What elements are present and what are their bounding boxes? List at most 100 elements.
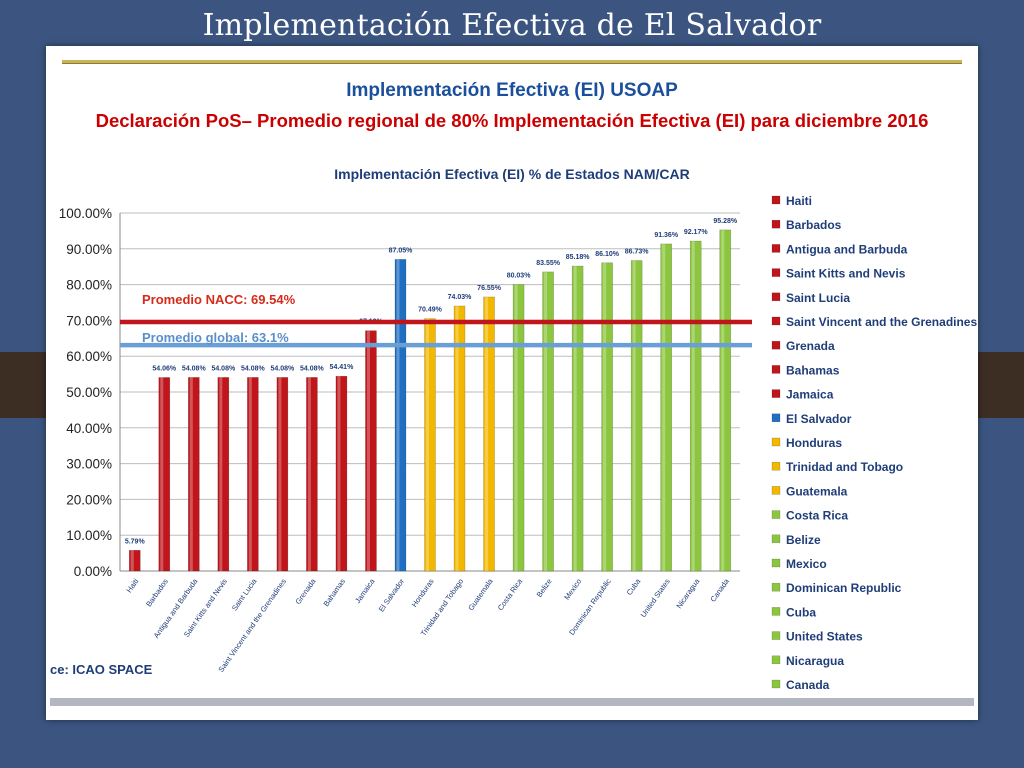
bar	[571, 265, 584, 572]
bar-highlight	[160, 377, 164, 571]
y-tick-label: 10.00%	[66, 528, 112, 543]
legend-entry: Grenada	[786, 339, 835, 353]
legend-swatch	[771, 389, 781, 398]
bar-highlight	[485, 296, 489, 571]
x-tick-label: Jamaica	[353, 576, 377, 605]
data-label: 70.49%	[418, 307, 443, 314]
bar-highlight	[573, 266, 577, 571]
legend-swatch	[771, 244, 781, 253]
data-label: 91.36%	[654, 232, 679, 239]
slide-title: Implementación Efectiva de El Salvador	[202, 8, 822, 43]
legend-swatch	[771, 534, 781, 544]
bar-highlight	[130, 550, 134, 571]
reference-line-label: Promedio NACC: 69.54%	[142, 292, 296, 307]
bar	[188, 377, 200, 572]
bar-highlight	[219, 377, 223, 571]
legend-swatch	[771, 558, 781, 568]
legend-entry: Saint Vincent and the Grenadines	[786, 315, 977, 329]
data-label: 76.55%	[477, 285, 502, 292]
data-label: 54.08%	[271, 365, 296, 372]
legend-swatch	[771, 195, 781, 205]
x-tick-label: Honduras	[410, 577, 436, 609]
legend-entry: Belize	[786, 533, 821, 547]
data-label: 80.03%	[507, 272, 532, 279]
legend-swatch	[771, 413, 781, 423]
legend-entry: Dominican Republic	[786, 581, 902, 595]
legend-entry: Saint Lucia	[786, 291, 850, 305]
x-tick-label: El Salvador	[377, 577, 407, 614]
bar	[128, 549, 141, 572]
legend-swatch	[771, 631, 781, 640]
legend-entry: Honduras	[786, 436, 842, 450]
bar	[453, 305, 466, 572]
bar	[306, 377, 318, 572]
chart-subtitle: Declaración PoS– Promedio regional de 80…	[95, 110, 929, 131]
legend-swatch	[771, 510, 781, 519]
bar-highlight	[603, 262, 607, 571]
legend-swatch	[771, 655, 781, 665]
y-tick-label: 90.00%	[66, 242, 112, 257]
legend-entry: Bahamas	[786, 363, 840, 377]
x-tick-label: Canada	[708, 576, 731, 603]
legend-swatch	[771, 292, 781, 302]
data-label: 74.03%	[448, 294, 473, 301]
data-label: 86.73%	[625, 249, 650, 256]
data-label: 5.79%	[125, 538, 146, 545]
data-label: 83.55%	[536, 260, 561, 267]
data-label: 85.18%	[566, 254, 591, 261]
bar	[689, 240, 702, 572]
x-tick-label: Haiti	[124, 577, 140, 595]
x-tick-label: Saint Vincent and the Grenadines	[216, 577, 288, 674]
x-tick-label: Grenada	[293, 576, 318, 606]
y-tick-label: 100.00%	[59, 206, 112, 221]
bar-highlight	[189, 377, 193, 571]
legend-entry: Guatemala	[786, 484, 848, 498]
legend-swatch	[771, 437, 781, 447]
x-tick-label: Cuba	[625, 576, 643, 597]
bar	[630, 260, 643, 572]
panel-divider	[62, 60, 962, 64]
bar-highlight	[662, 243, 666, 571]
bar-highlight	[632, 260, 636, 571]
legend-entry: Trinidad and Tobago	[786, 460, 903, 474]
legend-swatch	[771, 607, 781, 616]
y-tick-label: 0.00%	[74, 564, 112, 579]
data-label: 54.08%	[211, 365, 236, 372]
decorative-band-right	[976, 352, 1024, 418]
reference-line-label: Promedio global: 63.1%	[142, 330, 289, 345]
bar	[158, 377, 171, 572]
legend-entry: Antigua and Barbuda	[786, 242, 908, 256]
bar-highlight	[278, 377, 282, 571]
bar-highlight	[426, 318, 429, 571]
legend-swatch	[771, 340, 781, 350]
bar	[424, 318, 436, 572]
legend-entry: Cuba	[786, 605, 816, 619]
source-note: ce: ICAO SPACE	[50, 662, 153, 677]
legend-entry: Nicaragua	[786, 654, 844, 668]
legend-swatch	[771, 365, 781, 374]
chart-title: Implementación Efectiva (EI) USOAP	[346, 80, 678, 101]
legend-swatch	[771, 461, 781, 471]
legend-swatch	[771, 268, 781, 277]
data-label: 54.08%	[300, 365, 325, 372]
data-label: 54.08%	[241, 365, 266, 372]
bar	[335, 375, 348, 572]
plot-title: Implementación Efectiva (EI) % de Estado…	[334, 166, 690, 182]
legend-swatch	[771, 679, 781, 689]
bar-highlight	[396, 259, 400, 571]
legend-swatch	[771, 316, 781, 326]
bar	[512, 284, 525, 572]
legend-entry: Mexico	[786, 557, 827, 571]
legend-swatch	[771, 486, 781, 495]
bar	[660, 243, 672, 572]
x-tick-label: Nicaragua	[674, 576, 701, 610]
y-tick-label: 60.00%	[66, 349, 112, 364]
legend-entry: Haiti	[786, 194, 812, 208]
x-tick-label: Saint Lucia	[230, 576, 259, 612]
legend-swatch	[771, 219, 781, 229]
y-tick-label: 30.00%	[66, 457, 112, 472]
x-tick-label: United States	[639, 577, 672, 619]
bar	[276, 377, 289, 572]
y-tick-label: 40.00%	[66, 421, 112, 436]
y-tick-label: 50.00%	[66, 385, 112, 400]
